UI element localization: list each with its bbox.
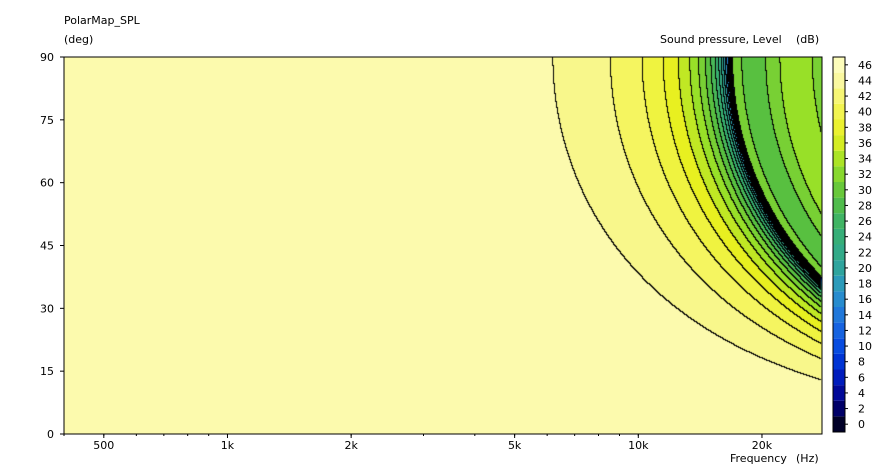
colorbar-band [833, 213, 845, 229]
colorbar-band [833, 353, 845, 370]
colorbar-band [833, 103, 845, 120]
colorbar-band [833, 385, 845, 401]
y-tick-label: 45 [40, 240, 54, 253]
colorbar-tick-label: 40 [858, 106, 872, 119]
colorbar-tick-label: 0 [858, 418, 865, 431]
colorbar-tick-label: 24 [858, 231, 872, 244]
x-tick-label: 10k [628, 439, 649, 452]
x-axis-label: Frequency [730, 452, 787, 465]
colorbar-tick-label: 38 [858, 121, 872, 134]
colorbar-band [833, 416, 845, 432]
x-tick-label: 2k [344, 439, 358, 452]
colorbar-band [833, 166, 845, 182]
plot-area [64, 57, 822, 434]
colorbar-tick-label: 22 [858, 246, 872, 259]
colorbar-label: Sound pressure, Level [660, 33, 782, 46]
colorbar-tick-label: 42 [858, 90, 872, 103]
colorbar-band [833, 338, 845, 354]
colorbar-band [833, 275, 845, 292]
colorbar-band [833, 119, 845, 136]
colorbar-tick-label: 16 [858, 293, 872, 306]
x-tick-label: 5k [508, 439, 522, 452]
colorbar-tick-label: 30 [858, 184, 872, 197]
colorbar-tick-label: 44 [858, 74, 872, 87]
colorbar-band [833, 260, 845, 276]
colorbar-tick-label: 2 [858, 403, 865, 416]
colorbar-band [833, 135, 845, 151]
colorbar-tick-label: 6 [858, 371, 865, 384]
colorbar-frame [832, 56, 846, 433]
colorbar-tick-label: 12 [858, 324, 872, 337]
colorbar-tick-label: 32 [858, 168, 872, 181]
colorbar-band [833, 57, 845, 73]
colorbar-band [833, 400, 845, 417]
colorbar-band [833, 307, 845, 323]
x-tick-label: 20k [752, 439, 773, 452]
y-tick-label: 30 [40, 302, 54, 315]
colorbar-tick-label: 28 [858, 199, 872, 212]
colorbar-band [833, 244, 845, 261]
y-tick-label: 0 [47, 428, 54, 441]
colorbar-band [833, 291, 845, 307]
y-tick-label: 60 [40, 177, 54, 190]
colorbar-tick-label: 36 [858, 137, 872, 150]
colorbar-band [833, 197, 845, 214]
y-axis-label: (deg) [64, 33, 93, 46]
colorbar-tick-label: 46 [858, 59, 872, 72]
colorbar-band [833, 369, 845, 386]
colorbar-band [833, 228, 845, 245]
y-tick-label: 90 [40, 51, 54, 64]
chart-title: PolarMap_SPL [64, 14, 141, 27]
colorbar-band [833, 182, 845, 198]
y-tick-label: 15 [40, 365, 54, 378]
colorbar-tick-label: 4 [858, 387, 865, 400]
colorbar-tick-label: 10 [858, 340, 872, 353]
colorbar-band [833, 88, 845, 104]
colorbar: 0246810121416182022242628303234363840424… [832, 56, 872, 433]
colorbar-band [833, 150, 845, 167]
x-tick-label: 500 [93, 439, 114, 452]
colorbar-tick-label: 26 [858, 215, 872, 228]
contour-map-image [64, 57, 822, 434]
x-tick-label: 1k [221, 439, 235, 452]
colorbar-band [833, 72, 845, 89]
colorbar-tick-label: 34 [858, 153, 872, 166]
colorbar-band [833, 322, 845, 339]
colorbar-tick-label: 18 [858, 278, 872, 291]
colorbar-tick-label: 14 [858, 309, 872, 322]
x-axis-unit: (Hz) [796, 452, 819, 465]
colorbar-tick-label: 8 [858, 356, 865, 369]
colorbar-tick-label: 20 [858, 262, 872, 275]
colorbar-unit: (dB) [796, 33, 819, 46]
axes: 0 15 30 45 60 75 90 500 1k 2k 5k 10k 20k [40, 51, 823, 452]
y-tick-label: 75 [40, 114, 54, 127]
